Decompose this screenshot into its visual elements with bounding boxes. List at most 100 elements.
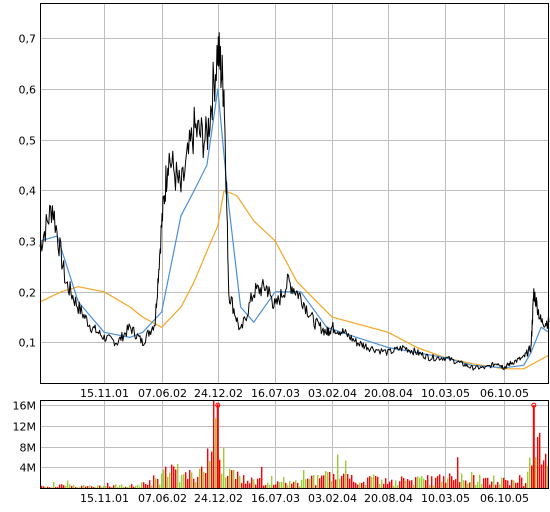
volume-bar (311, 475, 313, 488)
volume-bar (135, 485, 137, 488)
volume-bar (205, 473, 207, 488)
volume-bar (537, 437, 539, 488)
volume-bar (315, 485, 317, 488)
volume-bar (329, 472, 331, 488)
volume-bar (481, 484, 483, 488)
volume-bar (509, 485, 511, 488)
volume-bar (195, 482, 197, 488)
volume-bar (369, 476, 371, 488)
volume-bar (511, 479, 513, 488)
volume-bar (519, 475, 521, 488)
volume-bar (263, 485, 265, 488)
x-tick-label: 16.07.03 (251, 387, 300, 400)
volume-bar (439, 474, 441, 488)
volume-bar (313, 475, 315, 488)
volume-bar (131, 484, 133, 488)
y-tick-label: 16M (13, 400, 37, 413)
volume-bar (153, 475, 155, 488)
y-tick-label: 0,5 (19, 135, 37, 148)
y-tick-label: 0,7 (19, 33, 37, 46)
volume-bar (73, 485, 75, 488)
volume-peak-marker (215, 402, 221, 408)
volume-bar (471, 472, 473, 488)
volume-bar (503, 477, 505, 488)
volume-bar (541, 464, 543, 488)
volume-bar (137, 484, 139, 488)
volume-bar (165, 466, 167, 488)
volume-bar (145, 484, 147, 488)
volume-bar (291, 483, 293, 488)
volume-bar (121, 484, 123, 488)
x-tick-label: 20.08.04 (364, 492, 413, 505)
volume-bar (155, 478, 157, 488)
volume-bar (59, 484, 61, 488)
y-tick-label: 0,1 (19, 337, 37, 350)
volume-bar (391, 479, 393, 488)
volume-bar (355, 482, 357, 488)
volume-bar (531, 465, 533, 488)
volume-bar (283, 477, 285, 488)
volume-bar (235, 479, 237, 488)
volume-panel: 15.11.01 07.06.02 24.12.02 16.07.03 03.02.04… (13, 400, 549, 505)
short-average-line (39, 88, 550, 369)
volume-bar (433, 485, 435, 488)
volume-bar (185, 472, 187, 488)
volume-bar (197, 476, 199, 488)
volume-bar (211, 451, 213, 488)
volume-bar (445, 482, 447, 488)
volume-bar (187, 478, 189, 488)
volume-bar (229, 468, 231, 488)
volume-bar (285, 482, 287, 488)
volume-bar (411, 480, 413, 488)
x-tick-label: 07.06.02 (138, 492, 187, 505)
volume-bar (397, 485, 399, 488)
volume-bar (483, 478, 485, 488)
volume-bar (429, 485, 431, 488)
volume-bar (279, 482, 281, 488)
volume-bar (199, 468, 201, 488)
volume-bar (167, 476, 169, 488)
volume-bar (61, 484, 63, 488)
volume-bar (111, 487, 113, 488)
volume-bar (349, 478, 351, 488)
volume-bar (91, 486, 93, 488)
volume-bar (365, 485, 367, 488)
volume-bar (255, 484, 257, 488)
volume-bar (431, 476, 433, 488)
volume-bar (45, 486, 47, 488)
volume-bar (123, 486, 125, 488)
volume-bar (547, 465, 549, 488)
volume-bar (47, 486, 49, 488)
volume-bar (453, 480, 455, 488)
volume-bar (237, 471, 239, 488)
volume-bar (527, 471, 529, 488)
x-tick-label: 10.03.05 (421, 387, 470, 400)
volume-bar (247, 480, 249, 488)
volume-bar (543, 460, 545, 488)
volume-bar (513, 480, 515, 488)
volume-bar (461, 473, 463, 488)
volume-bar (81, 485, 83, 488)
volume-bar (447, 478, 449, 488)
volume-bar (53, 481, 55, 488)
volume-bar (377, 476, 379, 488)
volume-bar (469, 482, 471, 488)
volume-bar (423, 478, 425, 488)
volume-peak-bar (216, 405, 219, 488)
volume-bar (339, 478, 341, 488)
x-tick-label: 15.11.01 (80, 492, 129, 505)
volume-bar (405, 480, 407, 488)
x-tick-label: 20.08.04 (364, 387, 413, 400)
volume-bar (139, 486, 141, 488)
volume-bar (363, 481, 365, 488)
volume-bar (173, 466, 175, 488)
volume-bar (389, 481, 391, 488)
volume-bar (125, 486, 127, 488)
volume-bar (51, 487, 53, 488)
volume-bar (55, 487, 57, 488)
volume-bar (171, 464, 173, 488)
volume-bar (427, 475, 429, 488)
volume-bar (435, 477, 437, 488)
volume-bar (79, 487, 81, 488)
